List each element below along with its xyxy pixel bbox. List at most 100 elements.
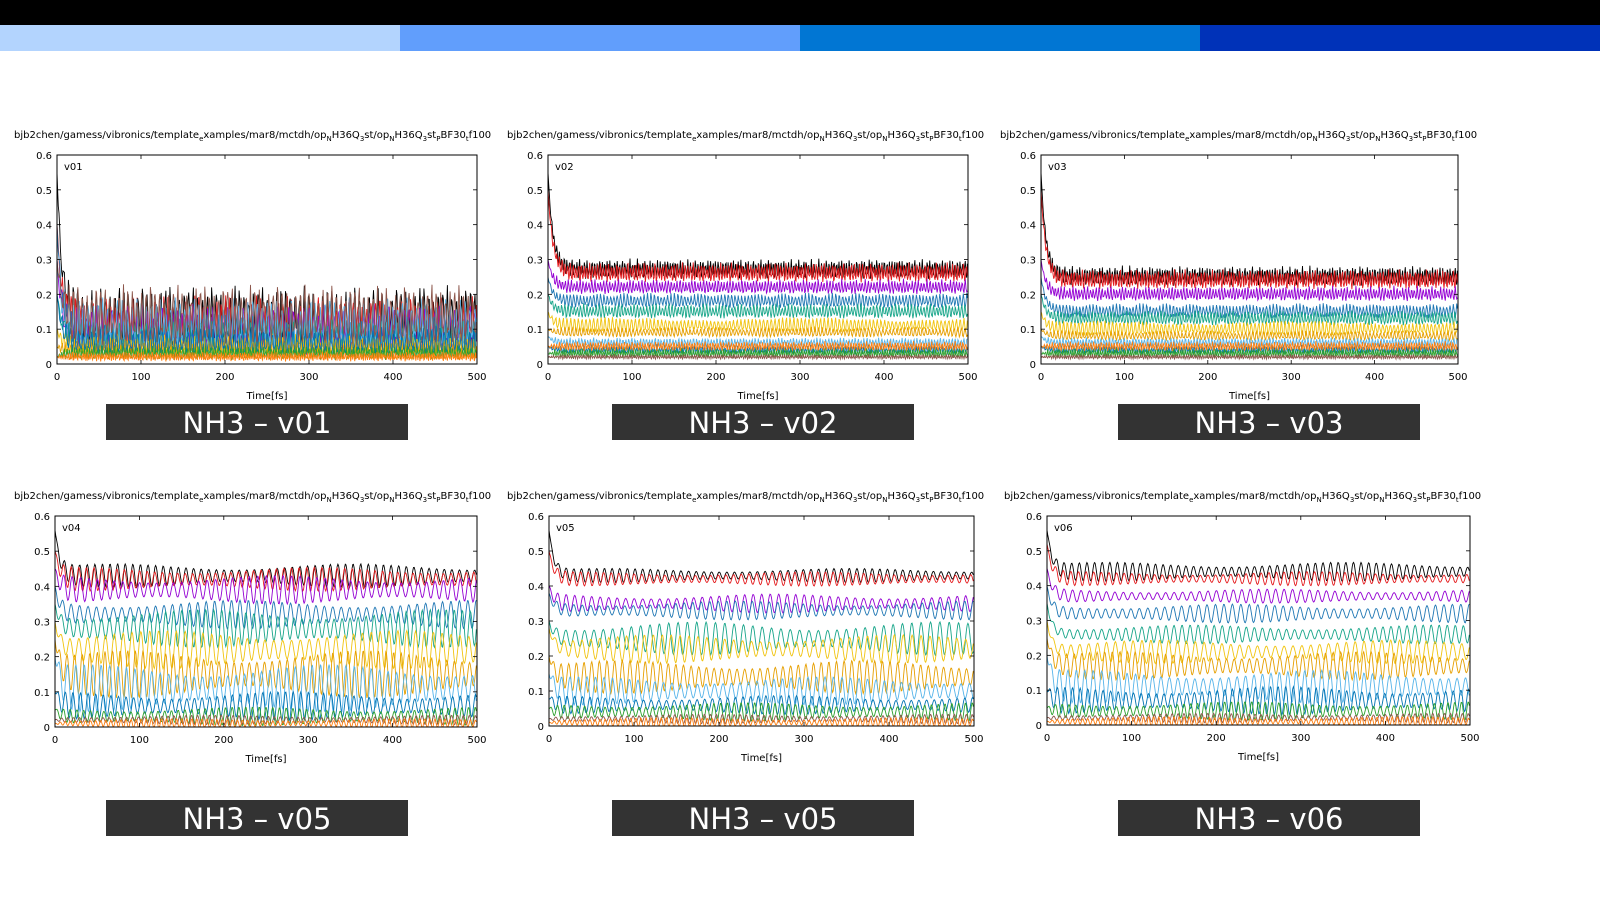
y-tick-label: 0.6 <box>1020 151 1036 162</box>
series-group <box>1041 172 1458 361</box>
x-tick-label: 300 <box>1291 733 1310 744</box>
x-tick-label: 100 <box>1122 733 1141 744</box>
series-line-12 <box>1041 340 1458 353</box>
series-group <box>1047 529 1470 725</box>
x-tick-label: 500 <box>1460 733 1479 744</box>
y-tick-label: 0 <box>537 360 543 371</box>
y-tick-label: 0.4 <box>36 221 52 232</box>
y-tick-label: 0.5 <box>1026 547 1042 558</box>
y-tick-label: 0.4 <box>1026 582 1042 593</box>
x-tick-label: 400 <box>1376 733 1395 744</box>
series-line-4 <box>55 586 477 630</box>
header-stripe-3 <box>800 25 1200 51</box>
plot-path-title: bjb2chen/gamess/vibronics/templateexampl… <box>1004 491 1482 504</box>
x-tick-label: 400 <box>383 735 402 746</box>
y-tick-label: 0.2 <box>34 653 50 664</box>
series-line-6 <box>55 621 477 671</box>
y-tick-label: 0.5 <box>527 186 543 197</box>
plot-frame <box>548 515 975 727</box>
series-line-9 <box>55 690 477 722</box>
series-line-2 <box>55 551 477 593</box>
y-tick-label: 0.3 <box>34 618 50 629</box>
x-tick-label: 500 <box>964 734 983 745</box>
y-tick-label: 0.1 <box>34 688 50 699</box>
y-tick-label: 0.2 <box>527 290 543 301</box>
y-tick-label: 0.2 <box>36 290 52 301</box>
header-stripe-2 <box>400 25 800 51</box>
series-line-3 <box>1047 568 1470 604</box>
y-tick-label: 0.3 <box>1020 256 1036 267</box>
caption-label: NH3 – v05 <box>106 800 408 836</box>
series-line-6 <box>1047 620 1470 665</box>
series-line-11 <box>55 714 477 726</box>
x-axis-label: Time[fs] <box>740 753 782 764</box>
series-line-12 <box>55 717 477 727</box>
y-tick-label: 0.1 <box>1020 325 1036 336</box>
series-line-1 <box>55 530 477 589</box>
line-chart-v05: 0 0.1 0.2 0.3 0.4 0.5 0.6 0 100 200 300 400 500 Time[… <box>528 512 983 764</box>
x-tick-label: 200 <box>1198 372 1217 383</box>
y-tick-label: 0.3 <box>1026 617 1042 628</box>
y-tick-label: 0.6 <box>1026 512 1042 523</box>
series-line-1 <box>1041 172 1458 286</box>
caption-label: NH3 – v01 <box>106 404 408 440</box>
x-tick-label: 0 <box>1044 733 1050 744</box>
series-group <box>57 172 477 362</box>
series-line-2 <box>549 550 974 587</box>
y-tick-label: 0.5 <box>36 186 52 197</box>
x-tick-label: 300 <box>1282 372 1301 383</box>
y-tick-label: 0.4 <box>528 582 544 593</box>
series-line-11 <box>549 713 974 725</box>
x-axis-label: Time[fs] <box>244 754 286 765</box>
y-tick-label: 0.2 <box>1026 651 1042 662</box>
series-line-12 <box>1047 715 1470 725</box>
series-line-3 <box>1041 259 1458 302</box>
header-stripe-4 <box>1200 25 1600 51</box>
series-line-5 <box>548 294 968 320</box>
x-tick-label: 100 <box>130 735 149 746</box>
x-tick-label: 0 <box>546 734 552 745</box>
x-tick-label: 0 <box>1038 372 1044 383</box>
x-axis-label: Time[fs] <box>1237 752 1279 763</box>
series-line-11 <box>57 259 477 346</box>
series-group <box>548 172 968 361</box>
panel-label: v04 <box>62 523 81 534</box>
series-line-3 <box>55 568 477 606</box>
x-tick-label: 100 <box>131 372 150 383</box>
x-tick-label: 0 <box>545 372 551 383</box>
series-line-10 <box>1047 701 1470 721</box>
x-tick-label: 300 <box>299 372 318 383</box>
series-group <box>549 529 974 726</box>
plot-frame <box>1046 515 1471 726</box>
series-line-4 <box>549 592 974 621</box>
x-tick-label: 300 <box>794 734 813 745</box>
series-line-11 <box>1041 353 1458 361</box>
series-line-10 <box>55 706 477 727</box>
line-chart-v01: 0 0.1 0.2 0.3 0.4 0.5 0.6 0 100 200 300 400 500 Time[… <box>36 151 486 402</box>
y-tick-label: 0.4 <box>1020 221 1036 232</box>
panel-label: v05 <box>556 523 575 534</box>
series-group <box>55 530 477 727</box>
y-tick-label: 0 <box>1036 721 1042 732</box>
series-line-6 <box>549 627 974 665</box>
x-tick-label: 400 <box>879 734 898 745</box>
x-tick-label: 300 <box>299 735 318 746</box>
y-tick-label: 0.5 <box>528 547 544 558</box>
series-line-7 <box>55 639 477 699</box>
x-tick-label: 500 <box>958 372 977 383</box>
y-tick-label: 0.2 <box>528 652 544 663</box>
x-axis-label: Time[fs] <box>1228 391 1270 402</box>
x-tick-label: 500 <box>1448 372 1467 383</box>
series-line-7 <box>1047 637 1470 682</box>
series-line-4 <box>1041 276 1458 320</box>
top-black-bar <box>0 0 1600 25</box>
x-tick-label: 200 <box>215 372 234 383</box>
line-chart-v03: 0 0.1 0.2 0.3 0.4 0.5 0.6 0 100 200 300 400 500 Time[… <box>1020 151 1467 402</box>
y-tick-label: 0.1 <box>36 325 52 336</box>
y-tick-label: 0.4 <box>34 582 50 593</box>
series-line-4 <box>1047 585 1470 624</box>
plot-path-title: bjb2chen/gamess/vibronics/templateexampl… <box>14 130 492 143</box>
y-tick-label: 0 <box>46 360 52 371</box>
y-tick-label: 0.6 <box>34 512 50 523</box>
x-tick-label: 200 <box>214 735 233 746</box>
